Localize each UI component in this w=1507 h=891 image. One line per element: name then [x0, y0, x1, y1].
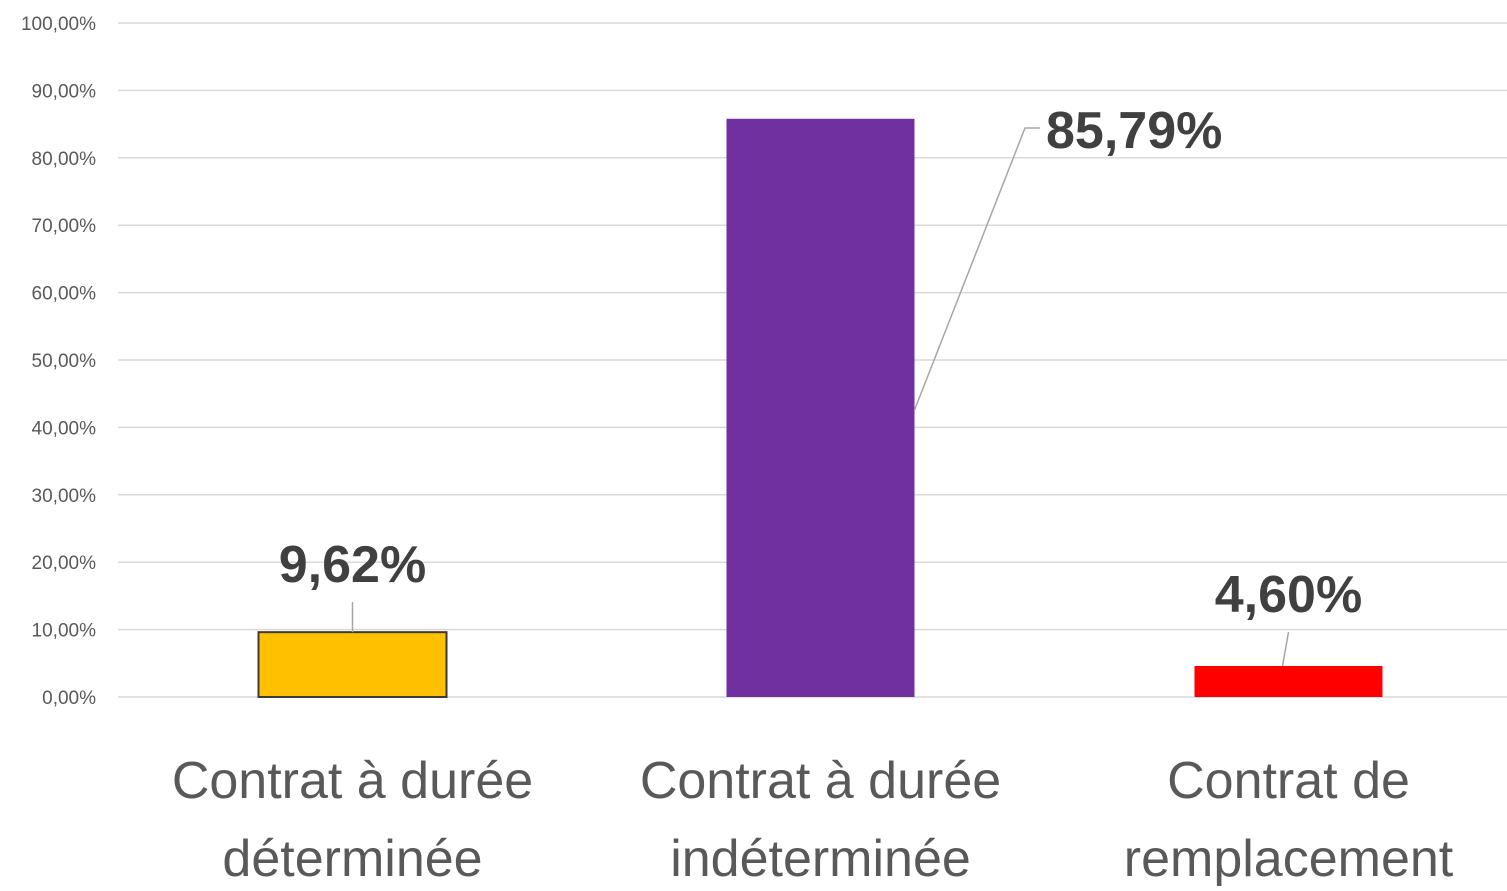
bars — [257, 118, 1383, 698]
category-label: Contrat à durée — [640, 752, 1001, 810]
bar-3 — [1194, 665, 1383, 697]
data-labels: 9,62% 85,79% 4,60% — [279, 102, 1362, 624]
leader-line — [913, 127, 1040, 411]
category-label: remplacement — [1124, 830, 1454, 886]
category-labels: Contrat à durée déterminée Contrat à durée… — [172, 752, 1454, 888]
y-tick-label: 10,00% — [32, 621, 97, 642]
category-label: déterminée — [222, 830, 482, 886]
y-tick-label: 100,00% — [21, 14, 96, 35]
category-label: indéterminée — [670, 830, 971, 886]
data-label: 85,79% — [1046, 102, 1222, 160]
y-tick-label: 30,00% — [32, 486, 97, 507]
bar-1 — [257, 631, 448, 698]
category-label: Contrat de — [1167, 752, 1410, 810]
y-tick-label: 0,00% — [42, 688, 96, 709]
y-tick-label: 40,00% — [32, 418, 97, 439]
y-tick-label: 60,00% — [32, 284, 97, 305]
y-tick-label: 20,00% — [32, 553, 97, 574]
data-label: 9,62% — [279, 536, 426, 594]
data-label: 4,60% — [1215, 566, 1362, 624]
bar-2 — [726, 118, 915, 698]
leader-lines — [351, 127, 1290, 667]
y-tick-label: 90,00% — [32, 81, 97, 102]
category-label: Contrat à durée — [172, 752, 533, 810]
y-tick-label: 50,00% — [32, 351, 97, 372]
y-tick-label: 70,00% — [32, 216, 97, 237]
y-axis-tick-labels: 0,00% 10,00% 20,00% 30,00% 40,00% 50,00% 60,00… — [21, 14, 96, 709]
leader-line — [1281, 631, 1290, 667]
y-tick-label: 80,00% — [32, 149, 97, 170]
